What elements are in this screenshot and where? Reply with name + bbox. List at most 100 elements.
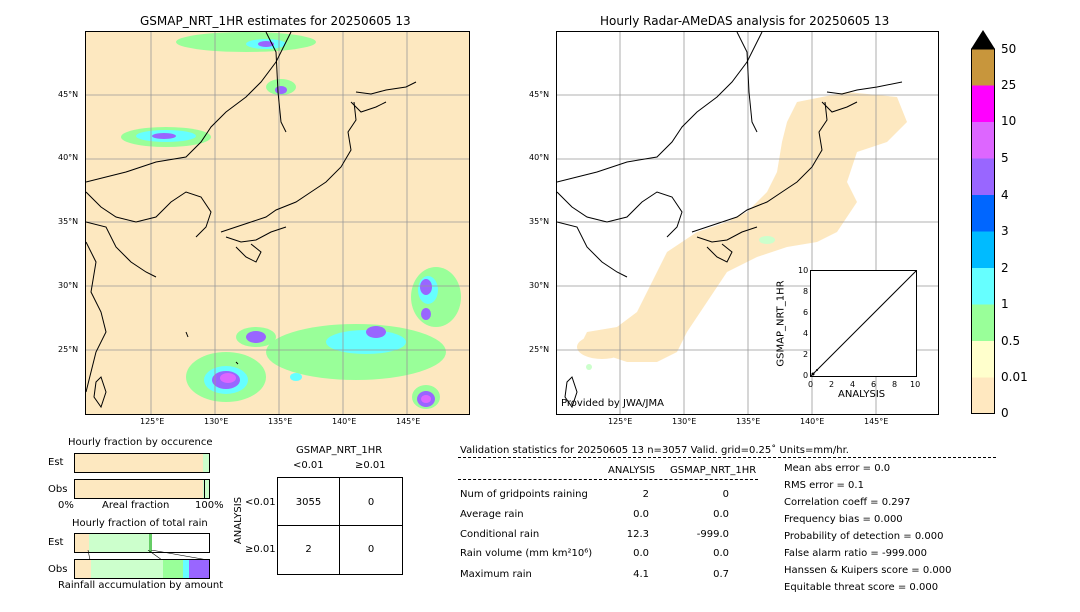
total-rain-est-label: Est: [48, 537, 64, 548]
left-map-title: GSMAP_NRT_1HR estimates for 20250605 13: [140, 14, 411, 28]
right-lon-140: 140°E: [800, 417, 825, 426]
stat-label-maximum: Maximum rain: [460, 569, 532, 580]
colorbar-extend-arrow: [971, 30, 995, 49]
score-correlation: Correlation coeff = 0.297: [784, 497, 911, 508]
validation-table-divider: [458, 479, 758, 480]
validation-col-gsmap: GSMAP_NRT_1HR: [670, 465, 757, 476]
right-lon-145: 145°E: [864, 417, 889, 426]
coastlines: [557, 32, 903, 409]
right-lat-45: 45°N: [529, 90, 550, 99]
cbar-label-5: 5: [1001, 151, 1009, 165]
scatter-inset: [810, 270, 917, 377]
contingency-cell-21: 2: [305, 544, 312, 555]
score-mae: Mean abs error = 0.0: [784, 463, 891, 474]
cbar-label-25: 25: [1001, 78, 1017, 92]
inset-xtick-10: 10: [910, 380, 921, 389]
right-lon-130: 130°E: [672, 417, 697, 426]
stat-gsmap-volume: 0.0: [713, 548, 729, 559]
occurrence-axis-label: Areal fraction: [102, 500, 170, 511]
scatter-point: [816, 369, 818, 371]
score-hk: Hanssen & Kuipers score = 0.000: [784, 565, 952, 576]
score-ets: Equitable threat score = 0.000: [784, 582, 939, 593]
right-lat-25: 25°N: [529, 345, 550, 354]
validation-col-analysis: ANALYSIS: [608, 465, 656, 476]
total-rain-est-bar: [74, 533, 210, 553]
stat-analysis-maximum: 4.1: [633, 569, 649, 580]
colorbar-segment: [971, 195, 995, 232]
coastlines: [86, 32, 417, 409]
occurrence-axis-right: 100%: [195, 500, 224, 511]
left-lat-30: 30°N: [58, 281, 79, 290]
contingency-row-axis: ANALYSIS: [233, 496, 245, 545]
contingency-row1: <0.01: [245, 497, 276, 508]
grid-lines: [86, 32, 469, 414]
right-map-title: Hourly Radar-AMeDAS analysis for 2025060…: [600, 14, 890, 28]
stat-gsmap-gridpoints: 0: [722, 489, 729, 500]
inset-ytick-4: 4: [803, 329, 809, 338]
validation-header: Validation statistics for 20250605 13 n=…: [460, 445, 849, 456]
contingency-cell-12: 0: [367, 497, 375, 508]
inset-xtick-4: 4: [850, 380, 856, 389]
total-rain-obs-label: Obs: [48, 564, 68, 575]
colorbar-segment: [971, 122, 995, 159]
contingency-title: GSMAP_NRT_1HR: [296, 445, 383, 456]
score-pod: Probability of detection = 0.000: [784, 531, 944, 542]
colorbar-segment: [971, 49, 995, 86]
total-rain-axis-label: Rainfall accumulation by amount: [58, 580, 224, 591]
left-lon-140: 140°E: [332, 417, 357, 426]
total-rain-connectors: [87, 550, 209, 560]
diagonal-line: [810, 270, 917, 377]
inset-xlabel: ANALYSIS: [838, 389, 886, 400]
stat-analysis-average: 0.0: [633, 509, 649, 520]
light-rain: [586, 236, 775, 370]
left-lat-25: 25°N: [58, 345, 79, 354]
colorbar-segment: [971, 85, 995, 122]
colorbar: [971, 30, 995, 414]
occurrence-axis-left: 0%: [58, 500, 74, 511]
colorbar-border: [971, 48, 995, 414]
gsmap-map: [85, 31, 470, 415]
colorbar-segment: [971, 268, 995, 305]
right-lat-35: 35°N: [529, 217, 550, 226]
left-lon-125: 125°E: [140, 417, 165, 426]
validation-divider: [458, 457, 996, 458]
stat-gsmap-conditional: -999.0: [696, 529, 729, 540]
left-lon-130: 130°E: [204, 417, 229, 426]
score-rms: RMS error = 0.1: [784, 480, 864, 491]
contingency-table: 3055 0 2 0: [277, 477, 403, 575]
inset-xtick-8: 8: [892, 380, 898, 389]
occurrence-obs-label: Obs: [48, 484, 68, 495]
contingency-cell-22: 0: [367, 544, 375, 555]
stat-analysis-gridpoints: 2: [642, 489, 649, 500]
stat-analysis-volume: 0.0: [633, 548, 649, 559]
inset-ytick-6: 6: [803, 308, 809, 317]
rain-field: [121, 32, 461, 409]
cbar-label-3: 3: [1001, 224, 1009, 238]
contingency-col2: ≥0.01: [355, 460, 386, 471]
right-lon-135: 135°E: [736, 417, 761, 426]
left-lon-145: 145°E: [396, 417, 421, 426]
occurrence-title: Hourly fraction by occurence: [68, 437, 213, 448]
cbar-label-1: 1: [1001, 297, 1009, 311]
stat-label-conditional: Conditional rain: [460, 529, 540, 540]
total-rain-title: Hourly fraction of total rain: [72, 518, 208, 529]
stat-gsmap-maximum: 0.7: [713, 569, 729, 580]
inset-xtick-6: 6: [871, 380, 877, 389]
stat-gsmap-average: 0.0: [713, 509, 729, 520]
cbar-label-2: 2: [1001, 261, 1009, 275]
colorbar-segment: [971, 341, 995, 378]
inset-ytick-8: 8: [803, 287, 809, 296]
stat-label-gridpoints: Num of gridpoints raining: [460, 489, 588, 500]
stat-label-average: Average rain: [460, 509, 524, 520]
occurrence-est-bar: [74, 453, 210, 473]
colorbar-segment: [971, 231, 995, 268]
cbar-label-0.01: 0.01: [1001, 370, 1028, 384]
right-lon-125: 125°E: [608, 417, 633, 426]
inset-xtick-2: 2: [829, 380, 835, 389]
colorbar-segment: [971, 158, 995, 195]
occurrence-obs-bar: [74, 479, 210, 499]
stat-analysis-conditional: 12.3: [626, 529, 649, 540]
contingency-cell-11: 3055: [295, 497, 322, 508]
cbar-label-10: 10: [1001, 114, 1017, 128]
cbar-label-4: 4: [1001, 188, 1009, 202]
